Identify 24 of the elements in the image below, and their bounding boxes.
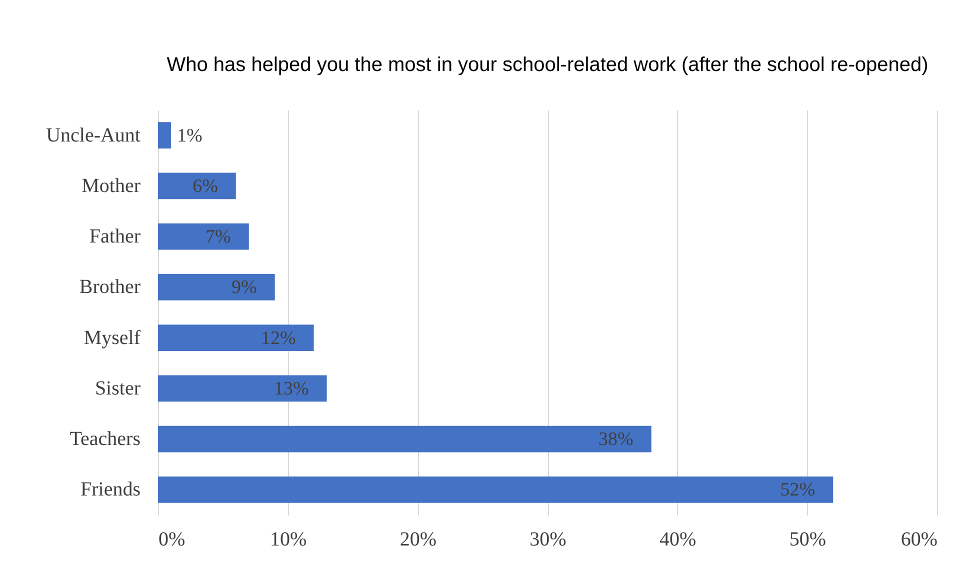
data-label: 7% (206, 226, 232, 248)
x-tick-label: 50% (789, 528, 826, 550)
data-label: 6% (192, 176, 218, 197)
data-label: 38% (598, 429, 634, 450)
x-tick-label: 40% (659, 528, 696, 550)
x-tick-label: 20% (400, 528, 437, 550)
data-label: 9% (232, 277, 258, 298)
y-tick-label: Friends (80, 478, 141, 501)
data-label: 1% (176, 125, 202, 146)
x-tick-label: 10% (270, 528, 307, 550)
x-tick-label: 0% (158, 528, 186, 550)
y-tick-label: Teachers (70, 428, 141, 450)
data-label: 12% (260, 328, 296, 349)
x-tick-label: 30% (530, 528, 566, 550)
data-label: 13% (274, 378, 309, 400)
y-tick-label: Myself (84, 326, 141, 349)
data-label: 52% (780, 480, 816, 501)
chart-title: Who has helped you the most in your school-related work (after the school re-opened) (166, 54, 928, 76)
y-tick-label: Father (89, 226, 141, 248)
x-tick-label: 60% (900, 528, 938, 550)
y-tick-label: Mother (82, 174, 141, 197)
y-tick-label: Brother (79, 276, 141, 298)
y-tick-label: Sister (94, 377, 141, 400)
y-tick-label: Uncle-Aunt (46, 124, 141, 146)
